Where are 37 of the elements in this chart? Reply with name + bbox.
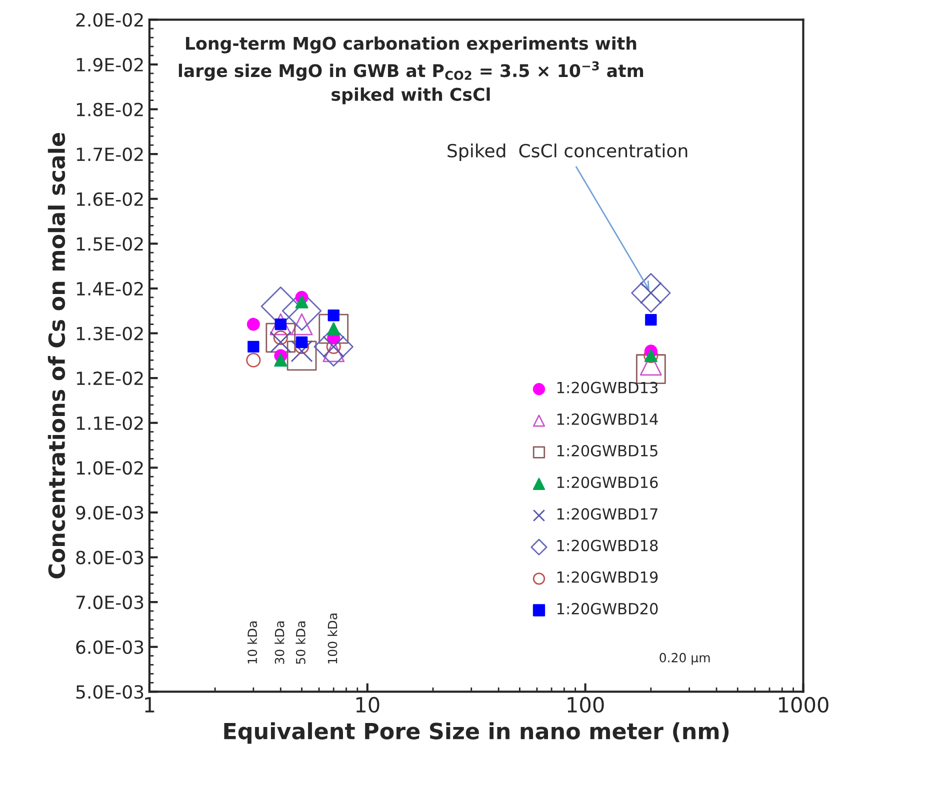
y-tick-label: 1.6E-02: [76, 192, 143, 206]
annotation: Spiked CsCl concentration: [448, 144, 688, 161]
legend-label: 1:20GWBD13: [557, 382, 658, 394]
y-tick-label: 5.0E-03: [76, 685, 144, 699]
annotation: 100 kDa: [328, 614, 338, 664]
x-tick-label: 100: [568, 696, 604, 713]
x-tick-label: 1: [145, 697, 154, 712]
legend-label: 1:20GWBD18: [557, 540, 658, 552]
y-tick-label: 1.1E-02: [76, 416, 143, 430]
y-tick-label: 2.0E-02: [76, 13, 143, 27]
legend-label: 1:20GWBD20: [557, 602, 658, 614]
y-tick-label: 1.8E-02: [76, 102, 143, 116]
legend-label: 1:20GWBD15: [557, 444, 658, 457]
y-tick-label: 1.7E-02: [76, 148, 143, 162]
annotation: 50 kDa: [296, 622, 306, 664]
y-tick-label: 1.9E-02: [76, 58, 143, 72]
chart-title: Long-term MgO carbonation experiments with large size MgO in GWB at P$_{CO2}$ = 3.5 × 10$^{−3}$ atm spiked with CsCl: [178, 36, 644, 104]
legend-label: 1:20GWBD17: [557, 508, 658, 520]
x-tick-label: 10: [356, 696, 380, 713]
y-tick-label: 9.0E-03: [76, 506, 144, 520]
annotation: 30 kDa: [274, 622, 284, 664]
x-tick-label: 1000: [779, 696, 828, 713]
annotation: 0.20 μm: [660, 652, 710, 665]
y-tick-label: 1.3E-02: [76, 326, 143, 340]
y-tick-label: 1.0E-02: [76, 461, 143, 475]
y-tick-label: 8.0E-03: [76, 550, 144, 564]
legend-label: 1:20GWBD16: [557, 476, 658, 488]
y-tick-label: 7.0E-03: [76, 596, 144, 610]
y-tick-label: 1.5E-02: [76, 237, 143, 251]
y-tick-label: 1.2E-02: [76, 372, 143, 386]
y-axis-title: Concentrations of Cs on molal scale: [48, 132, 66, 578]
y-tick-label: 6.0E-03: [76, 640, 144, 654]
x-axis-title: Equivalent Pore Size in nano meter (nm): [224, 722, 729, 744]
y-tick-label: 1.4E-02: [76, 282, 143, 296]
legend-label: 1:20GWBD14: [557, 413, 658, 425]
annotation: 10 kDa: [247, 622, 258, 664]
legend-label: 1:20GWBD19: [557, 571, 658, 583]
